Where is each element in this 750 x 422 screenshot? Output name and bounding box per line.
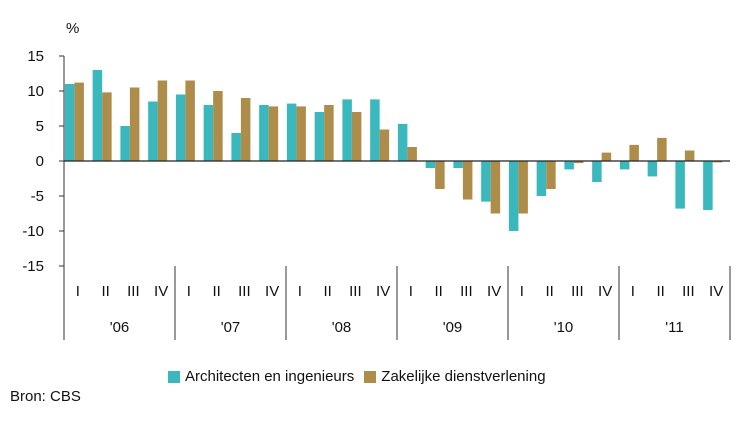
bar-series-1 xyxy=(370,99,380,161)
bar-series-2 xyxy=(157,80,168,161)
bar-series-1 xyxy=(397,123,408,161)
bar-series-1 xyxy=(481,161,491,202)
legend-label-series-2: Zakelijke dienstverlening xyxy=(381,368,546,385)
bar-series-2 xyxy=(518,161,528,214)
bar-series-2 xyxy=(601,152,612,161)
quarter-label: IV xyxy=(598,283,612,300)
bar-series-1 xyxy=(453,161,463,168)
bar-series-1 xyxy=(536,161,547,196)
bar-series-2 xyxy=(324,105,334,161)
bar-series-2 xyxy=(296,106,306,161)
quarter-label: III xyxy=(460,283,473,300)
y-tick-label: 5 xyxy=(36,118,44,135)
bar-series-2 xyxy=(74,82,84,161)
quarter-label: III xyxy=(571,283,584,300)
bar-series-1 xyxy=(647,161,658,177)
quarter-label: IV xyxy=(265,283,279,300)
bars xyxy=(64,70,723,231)
quarter-label: I xyxy=(187,283,191,300)
bar-series-1 xyxy=(64,84,75,161)
bar-series-2 xyxy=(712,161,723,163)
bar-series-2 xyxy=(379,129,390,161)
y-tick-label: -5 xyxy=(31,188,44,205)
quarter-label: I xyxy=(520,283,524,300)
bar-series-1 xyxy=(425,161,436,168)
legend-swatch-series-2 xyxy=(364,370,377,383)
quarter-label: II xyxy=(545,283,553,300)
y-tick-label: 15 xyxy=(27,48,44,65)
bar-series-2 xyxy=(435,161,445,189)
quarter-label: II xyxy=(212,283,220,300)
year-label: '10 xyxy=(554,319,574,336)
bar-series-1 xyxy=(120,126,130,161)
y-tick-label: 0 xyxy=(36,153,44,170)
legend-item-series-1: Architecten en ingenieurs xyxy=(168,368,354,385)
quarter-label: IV xyxy=(376,283,390,300)
y-tick-label: -10 xyxy=(22,223,44,240)
bar-series-2 xyxy=(185,80,195,161)
bar-series-1 xyxy=(564,161,574,170)
bar-series-1 xyxy=(203,105,214,161)
bar-series-2 xyxy=(129,87,140,161)
bar-series-2 xyxy=(573,161,584,164)
quarter-label: III xyxy=(682,283,695,300)
quarter-label: I xyxy=(631,283,635,300)
bar-series-2 xyxy=(490,161,501,214)
bar-series-1 xyxy=(675,161,685,209)
bar-series-1 xyxy=(592,161,602,182)
y-axis-unit-label: % xyxy=(66,20,79,37)
bar-series-1 xyxy=(259,105,269,161)
bar-series-1 xyxy=(175,94,186,161)
legend-swatch-series-1 xyxy=(168,370,180,383)
year-label: '08 xyxy=(332,319,352,336)
bar-series-1 xyxy=(231,133,241,161)
bar-series-1 xyxy=(92,70,103,161)
quarter-label: IV xyxy=(487,283,501,300)
legend-item-series-2: Zakelijke dienstverlening xyxy=(364,368,546,385)
quarter-label: IV xyxy=(154,283,168,300)
y-tick-label: 10 xyxy=(27,83,44,100)
bar-series-2 xyxy=(546,161,556,189)
bar-series-1 xyxy=(703,161,713,210)
quarter-label: III xyxy=(127,283,140,300)
legend: Architecten en ingenieurs Zakelijke dien… xyxy=(168,368,556,385)
bar-series-2 xyxy=(351,112,362,161)
year-label: '06 xyxy=(110,319,130,336)
quarter-label: II xyxy=(101,283,109,300)
bar-series-2 xyxy=(629,144,639,161)
bar-series-1 xyxy=(314,112,325,161)
quarter-label: I xyxy=(76,283,80,300)
bar-series-2 xyxy=(240,98,251,161)
bar-series-1 xyxy=(508,161,519,231)
quarter-label: II xyxy=(434,283,442,300)
quarter-label: III xyxy=(349,283,362,300)
y-axis: 15 10 5 0 -5 -10 -15 xyxy=(22,48,65,275)
quarter-label: II xyxy=(323,283,331,300)
source-note: Bron: CBS xyxy=(10,388,81,405)
year-label: '09 xyxy=(443,319,463,336)
x-axis: I II III IV'06I II III IV'07I II III IV'08I II III I… xyxy=(63,160,731,340)
bar-series-1 xyxy=(342,99,352,161)
bar-series-2 xyxy=(102,92,112,161)
quarter-label: II xyxy=(656,283,664,300)
bar-series-2 xyxy=(407,147,417,161)
quarter-label: I xyxy=(409,283,413,300)
bar-series-2 xyxy=(268,106,279,161)
quarter-label: III xyxy=(238,283,251,300)
bar-series-2 xyxy=(657,137,667,161)
year-label: '11 xyxy=(665,319,683,336)
bar-series-2 xyxy=(684,150,695,161)
legend-label-series-1: Architecten en ingenieurs xyxy=(185,368,355,385)
y-tick-label: -15 xyxy=(22,258,44,275)
quarter-label: IV xyxy=(709,283,723,300)
bar-series-1 xyxy=(286,103,297,161)
year-label: '07 xyxy=(221,319,241,336)
bar-series-2 xyxy=(213,91,223,161)
bar-series-1 xyxy=(619,161,630,170)
bar-series-1 xyxy=(148,101,158,161)
bar-series-2 xyxy=(462,161,473,200)
quarter-label: I xyxy=(298,283,302,300)
